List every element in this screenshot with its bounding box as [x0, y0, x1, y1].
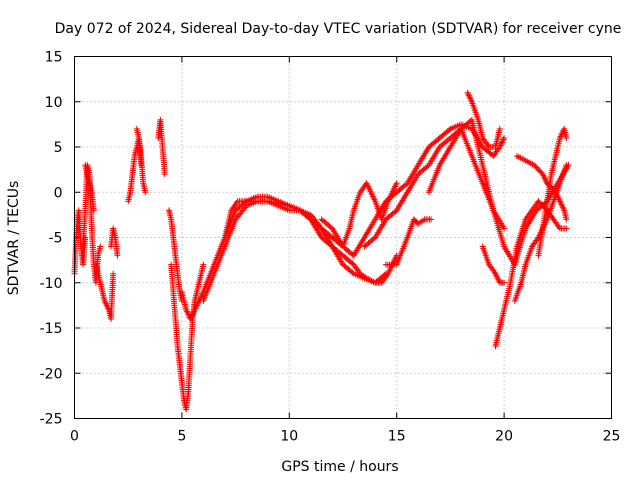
- data-point: [200, 261, 207, 268]
- data-point: [428, 216, 435, 223]
- data-marks: [71, 89, 572, 413]
- y-tick-label: 15: [45, 50, 63, 66]
- data-point: [114, 252, 121, 259]
- data-point: [563, 134, 570, 141]
- data-point: [381, 271, 388, 278]
- data-point: [501, 279, 508, 286]
- x-tick-label: 5: [177, 429, 186, 445]
- data-point: [97, 243, 104, 250]
- y-tick-label: -10: [40, 276, 63, 292]
- x-tick-label: 25: [603, 429, 621, 445]
- y-tick-label: 0: [54, 185, 63, 201]
- chart-title: Day 072 of 2024, Sidereal Day-to-day VTE…: [55, 21, 622, 37]
- grid: [74, 56, 612, 419]
- data-point: [90, 207, 97, 214]
- x-tick-label: 15: [388, 429, 406, 445]
- data-point: [110, 270, 117, 277]
- data-point: [349, 269, 356, 276]
- data-point: [563, 162, 570, 169]
- x-tick-label: 0: [70, 429, 79, 445]
- x-tick-labels: 0 5 10 15 20 25: [70, 429, 620, 445]
- data-point: [563, 225, 570, 232]
- y-tick-label: 5: [54, 140, 63, 156]
- data-point: [393, 180, 400, 187]
- y-axis-label: SDTVAR / TECUs: [6, 181, 22, 296]
- data-point: [142, 189, 149, 196]
- data-point: [161, 171, 168, 178]
- y-tick-label: -20: [40, 366, 63, 382]
- y-tick-label: -15: [40, 321, 63, 337]
- x-tick-label: 10: [280, 429, 298, 445]
- y-tick-label: -5: [49, 231, 63, 247]
- x-axis-label: GPS time / hours: [281, 459, 398, 475]
- x-tick-label: 20: [495, 429, 513, 445]
- data-point: [382, 270, 389, 277]
- y-tick-label: -25: [40, 412, 63, 428]
- y-tick-label: 10: [45, 95, 63, 111]
- data-point: [496, 125, 503, 132]
- plot-frame: [74, 56, 612, 419]
- y-tick-labels: 15 10 5 0 -5 -10 -15 -20 -25: [40, 50, 63, 428]
- data-point: [446, 127, 453, 134]
- data-point: [501, 225, 508, 232]
- data-point: [501, 134, 508, 141]
- data-point: [563, 216, 570, 223]
